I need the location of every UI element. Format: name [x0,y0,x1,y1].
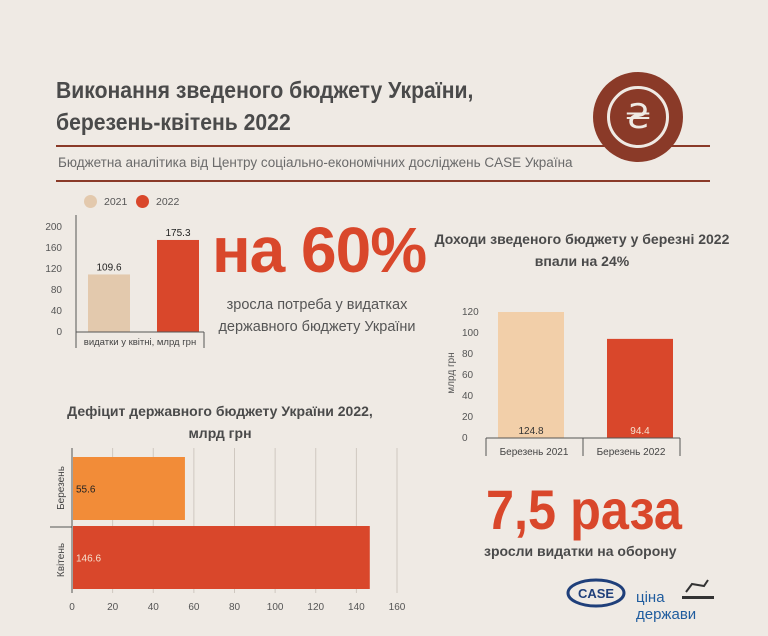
case-logo: CASE [566,578,626,608]
cina-logo-text-2: держави [636,606,696,622]
legend-label-2022: 2022 [156,196,180,208]
data-label-2021: 109.6 [96,262,121,273]
x-tick-label: 120 [307,602,324,613]
y-tick-label: 160 [45,243,62,254]
stat-60-value: на 60% [212,214,427,286]
legend-label-2021: 2021 [104,196,128,208]
y-tick-label: 0 [56,327,62,338]
x-tick-label: 100 [267,602,284,613]
y-tick-label: 80 [51,285,63,296]
hand-icon [685,579,709,593]
y-tick-label: 20 [462,412,474,423]
x-tick-label: 160 [389,602,406,613]
x-tick-label: 140 [348,602,365,613]
y-axis-label: млрд грн [446,352,457,393]
y-tick-label: 100 [462,328,479,339]
page-title: Виконання зведеного бюджету України, бер… [56,74,534,138]
legend-swatch-2021 [84,195,97,208]
y-tick-label: 0 [462,433,468,444]
bar-1 [498,312,564,438]
title-line-1: Виконання зведеного бюджету України, [56,77,474,103]
y-tick-label: 40 [51,306,63,317]
stat-75-value: 7,5 раза [486,478,682,541]
header-divider [56,145,710,147]
page-subtitle: Бюджетна аналітика від Центру соціально-… [58,155,573,170]
hryvnia-icon: ₴ [607,86,669,148]
data-label-1: 55.6 [76,485,96,496]
stat-60-description: зросла потреба у видатках державного бюд… [218,297,416,335]
bar-2 [73,526,370,589]
category-label-2: Березень 2022 [597,447,666,458]
deficit-chart-title: Дефіцит державного бюджету України 2022,… [67,403,373,441]
bar-2021 [88,274,130,332]
category-label-1: Березень [56,466,67,510]
x-tick-label: 20 [107,602,119,613]
category-label-1: Березень 2021 [500,447,569,458]
category-label-2: Квітень [56,543,67,577]
data-label-1: 124.8 [518,426,543,437]
x-tick-label: 40 [148,602,160,613]
subtitle-divider [56,180,710,182]
bar-2 [607,338,673,438]
stat-75-description: зросли видатки на оборону [484,543,677,559]
x-tick-label: 80 [229,602,241,613]
expenditure-chart: 0 40 80 120 160 200 109.6 175.3 видатки у квіт… [45,215,205,348]
y-tick-label: 80 [462,349,474,360]
x-tick-label: 0 [69,602,75,613]
cina-derzhavy-logo: ціна держави [636,579,714,622]
revenue-chart-title: Доходи зведеного бюджету у березні 2022 … [434,231,730,269]
cina-logo-text-1: ціна [636,589,665,606]
data-label-2: 94.4 [630,426,650,437]
y-tick-label: 120 [45,264,62,275]
data-label-2022: 175.3 [165,228,190,239]
building-icon [682,596,714,599]
y-tick-label: 60 [462,370,474,381]
y-tick-label: 40 [462,391,474,402]
y-tick-label: 200 [45,222,62,233]
case-logo-ring [566,578,626,608]
data-label-2: 146.6 [76,554,101,565]
category-label: видатки у квітні, млрд грн [84,337,196,348]
y-tick-label: 120 [462,307,479,318]
bar-2022 [157,239,199,332]
hryvnia-logo: ₴ [593,72,683,162]
title-line-2: березень-квітень 2022 [56,109,291,135]
bar-1 [73,457,185,520]
case-logo-text: CASE [578,586,614,601]
x-tick-label: 60 [188,602,200,613]
deficit-chart: 0 20 40 60 80 100 120 140 160 55.6 146.6 Березень… [50,448,406,613]
legend-swatch-2022 [136,195,149,208]
